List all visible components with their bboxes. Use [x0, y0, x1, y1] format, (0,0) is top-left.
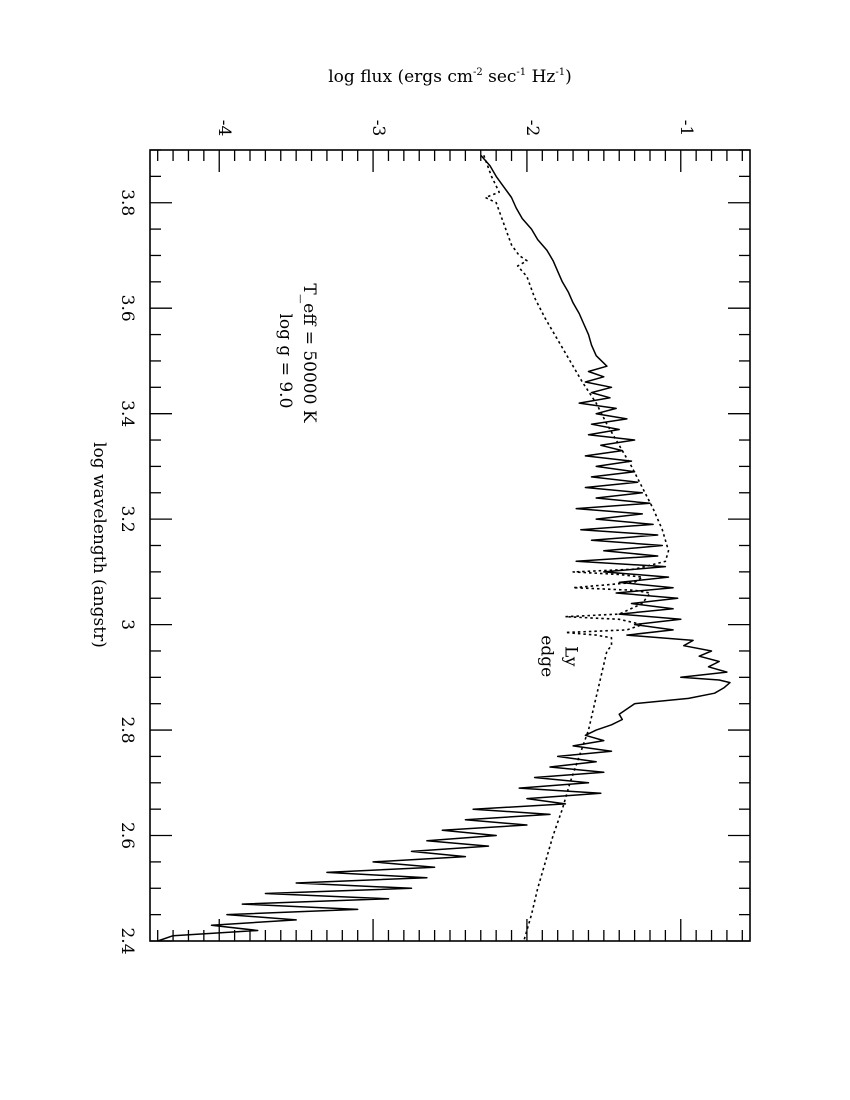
- x-tick-label: 3.6: [117, 295, 137, 322]
- x-axis-label: log wavelength (angstr): [89, 442, 109, 648]
- x-tick-label: 2.8: [117, 717, 137, 744]
- y-tick-label: -3: [368, 120, 388, 137]
- y-tick-label: -1: [676, 120, 696, 137]
- y-axis-label: log flux (ergs cm-2 sec-1 Hz-1): [328, 67, 572, 87]
- model-curve-dotted: [483, 155, 670, 942]
- x-tick-label: 2.6: [117, 822, 137, 849]
- y-tick-label: -2: [522, 120, 542, 137]
- annotation-line: T_eff = 50000 K: [299, 283, 319, 423]
- axis-tick-labels: 2.4 2.6 2.8 3 3.2 3.4 3.6 3.8 -4 -3 -2 -1: [117, 120, 696, 955]
- y-tick-label: -4: [214, 120, 234, 137]
- spectrum-curve-solid: [157, 154, 731, 942]
- axis-ticks: [150, 149, 750, 942]
- annotation-line: Ly: [560, 646, 580, 667]
- x-tick-label: 3: [117, 619, 137, 630]
- annotation-line: log g = 9.0: [275, 313, 295, 408]
- x-tick-label: 3.8: [117, 189, 137, 216]
- x-tick-label: 3.2: [117, 506, 137, 533]
- spectrum-series: [157, 154, 731, 942]
- annotation-line: edge: [536, 635, 556, 677]
- x-tick-label: 2.4: [117, 927, 137, 954]
- x-tick-label: 3.4: [117, 400, 137, 427]
